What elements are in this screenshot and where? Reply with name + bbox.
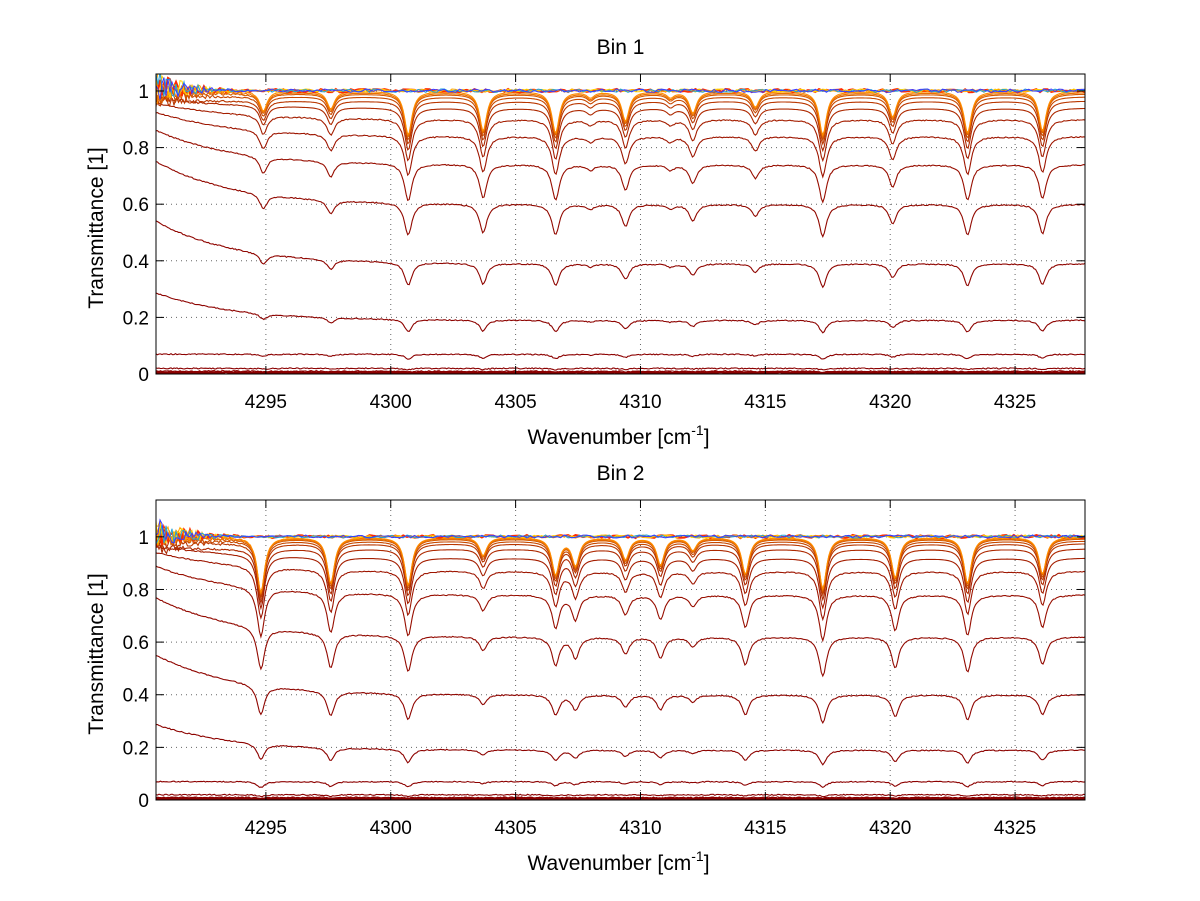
series-group (156, 525, 1085, 800)
series-group (156, 82, 1085, 374)
y-tick-label: 0.6 (123, 633, 149, 654)
y-tick-label: 0.4 (123, 686, 150, 707)
series-line (156, 597, 1085, 678)
y-tick-label: 0 (138, 791, 149, 812)
y-tick-label: 0.6 (123, 195, 149, 216)
series-line (156, 353, 1085, 360)
x-tick-label: 4300 (370, 818, 412, 839)
y-tick-label: 1 (138, 528, 149, 549)
series-line (156, 102, 1085, 163)
noise-traces (156, 74, 1085, 100)
series-line (156, 565, 1085, 643)
chart-panel-bin-1: 4295 4300 4305 4310 4315 4320 4325 0 0.2 0.4 0.6 0.… (85, 36, 1086, 449)
series-line (156, 94, 1085, 153)
y-tick-label: 0 (138, 365, 149, 386)
x-axis-label: Wavenumber [cm-1] (527, 422, 709, 449)
series-line (156, 552, 1085, 622)
y-axis-label: Transmittance [1] (85, 573, 108, 734)
series-line (156, 723, 1085, 766)
x-tick-label: 4320 (869, 818, 911, 839)
series-line (156, 793, 1085, 798)
x-tick-label: 4305 (494, 392, 536, 413)
x-tick-label: 4315 (744, 392, 786, 413)
series-line (156, 370, 1085, 374)
series-line (156, 130, 1085, 204)
x-axis-label: Wavenumber [cm-1] (527, 848, 709, 875)
series-line (156, 220, 1085, 289)
series-line (156, 94, 1085, 146)
grid (156, 74, 1085, 375)
x-tick-label: 4325 (994, 818, 1036, 839)
y-tick-label: 0.2 (123, 738, 149, 759)
noise-trace (156, 520, 1085, 546)
x-tick-label: 4300 (370, 392, 412, 413)
x-tick-label: 4295 (245, 392, 287, 413)
axes-box (155, 499, 1086, 801)
x-tick-label: 4310 (619, 392, 661, 413)
series-line (156, 88, 1085, 142)
series-line (156, 112, 1085, 179)
y-tick-label: 0.8 (123, 580, 149, 601)
series-line (156, 531, 1085, 598)
noise-traces (156, 518, 1085, 548)
x-tick-label: 4315 (744, 818, 786, 839)
series-line (156, 796, 1085, 800)
y-axis-label: Transmittance [1] (85, 147, 108, 308)
x-tick-label: 4320 (869, 392, 911, 413)
series-line (156, 367, 1085, 371)
series-line (156, 543, 1085, 611)
noise-trace (156, 74, 1085, 99)
series-line (156, 537, 1085, 601)
x-tick-label: 4305 (494, 818, 536, 839)
axes-box (155, 73, 1086, 375)
x-tick-label: 4310 (619, 818, 661, 839)
y-tick-label: 0.2 (123, 308, 149, 329)
series-line (156, 369, 1085, 373)
series-line (156, 161, 1085, 238)
y-tick-label: 0.4 (123, 252, 150, 273)
series-line (156, 780, 1085, 789)
series-line (156, 525, 1085, 595)
y-tick-label: 0.8 (123, 139, 149, 160)
noise-trace (156, 77, 1085, 100)
series-line (156, 796, 1085, 800)
x-tick-label: 4325 (994, 392, 1036, 413)
series-line (156, 654, 1085, 725)
series-line (156, 543, 1085, 605)
noise-trace (156, 518, 1085, 544)
series-line (156, 292, 1085, 334)
chart-title: Bin 1 (597, 36, 645, 59)
chart-title: Bin 2 (597, 462, 645, 485)
x-tick-label: 4295 (245, 818, 287, 839)
chart-panel-bin-2: 4295 4300 4305 4310 4315 4320 4325 0 0.2 0.4 0.6 0.… (85, 462, 1086, 875)
y-tick-label: 1 (138, 82, 149, 103)
